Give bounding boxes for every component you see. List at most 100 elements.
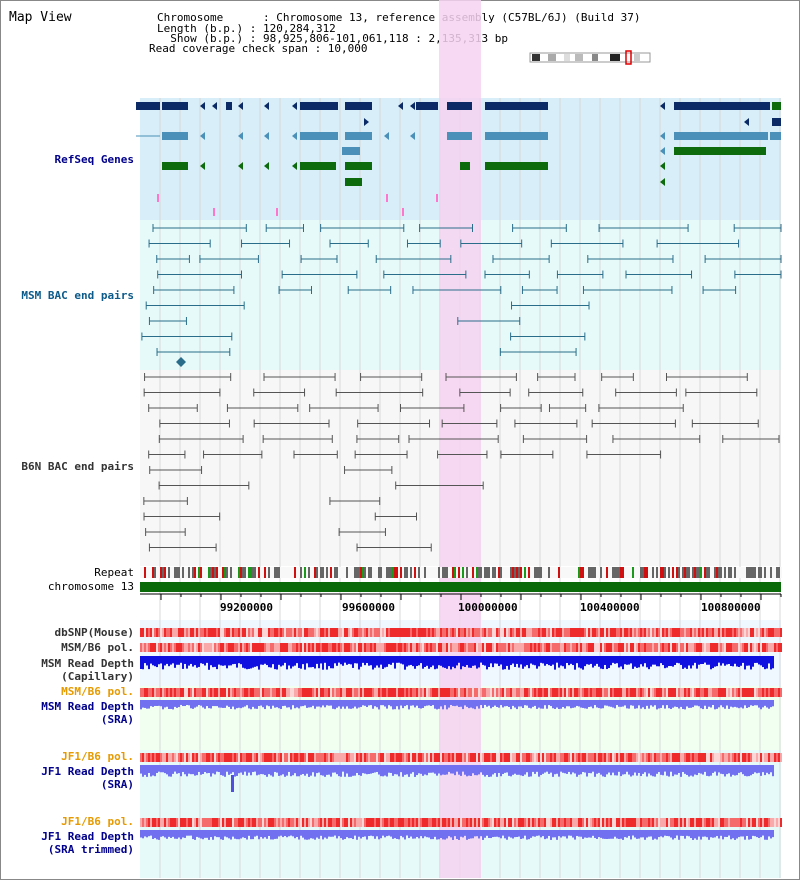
polymorphism-mark — [234, 643, 236, 652]
polymorphism-mark — [398, 643, 400, 652]
polymorphism-mark — [464, 643, 466, 652]
read-depth-bar — [382, 830, 384, 836]
track-label-b6n-bac[interactable]: B6N BAC end pairs — [21, 460, 134, 473]
polymorphism-mark — [194, 818, 196, 827]
read-depth-bar — [770, 700, 772, 708]
polymorphism-mark — [606, 818, 608, 827]
polymorphism-mark — [346, 818, 348, 827]
read-depth-bar — [636, 656, 638, 668]
repeat-mark — [352, 567, 354, 578]
polymorphism-mark — [338, 643, 340, 652]
read-depth-bar — [302, 765, 304, 774]
polymorphism-mark — [206, 753, 208, 762]
read-depth-bar — [628, 700, 630, 709]
gene-arrow — [200, 132, 205, 140]
polymorphism-mark — [556, 753, 558, 762]
read-depth-bar — [294, 656, 296, 666]
read-depth-bar — [226, 830, 228, 838]
repeat-mark — [416, 567, 418, 578]
read-depth-bar — [614, 700, 616, 709]
gene-block — [485, 102, 548, 110]
gene-block — [674, 102, 770, 110]
repeat-mark — [532, 567, 534, 578]
polymorphism-mark — [446, 688, 448, 697]
read-depth-bar — [584, 656, 586, 667]
read-depth-bar — [736, 765, 738, 776]
read-depth-bar — [352, 830, 354, 840]
read-depth-bar — [160, 765, 162, 773]
repeat-mark — [604, 567, 606, 578]
read-depth-bar — [712, 765, 714, 773]
read-depth-bar — [276, 765, 278, 773]
repeat-mark — [160, 567, 162, 578]
repeat-mark — [206, 567, 208, 578]
read-depth-bar — [478, 830, 480, 839]
polymorphism-mark — [446, 628, 448, 637]
polymorphism-mark — [180, 643, 182, 652]
read-depth-bar — [528, 765, 530, 777]
track-label-refseq[interactable]: RefSeq Genes — [54, 153, 134, 166]
polymorphism-mark — [476, 753, 478, 762]
polymorphism-mark — [726, 818, 728, 827]
polymorphism-mark — [616, 688, 618, 697]
read-depth-bar — [226, 765, 228, 772]
track-label-msm-bac[interactable]: MSM BAC end pairs — [21, 289, 134, 302]
polymorphism-mark — [508, 688, 510, 697]
polymorphism-mark — [256, 688, 258, 697]
gene-arrow — [200, 162, 205, 170]
read-depth-bar — [722, 700, 724, 708]
polymorphism-mark — [548, 628, 550, 637]
polymorphism-mark — [664, 628, 666, 637]
polymorphism-mark — [710, 628, 712, 637]
read-depth-bar — [170, 765, 172, 777]
repeat-mark — [216, 567, 218, 578]
read-depth-bar — [466, 830, 468, 840]
read-depth-bar — [514, 765, 516, 774]
polymorphism-mark — [322, 753, 324, 762]
polymorphism-mark — [256, 818, 258, 827]
polymorphism-mark — [570, 628, 572, 637]
polymorphism-mark — [598, 628, 600, 637]
polymorphism-mark — [302, 818, 304, 827]
repeat-mark — [170, 567, 172, 578]
read-depth-bar — [680, 765, 682, 777]
polymorphism-mark — [698, 753, 700, 762]
repeat-mark — [548, 567, 550, 578]
polymorphism-mark — [188, 753, 190, 762]
repeat-mark — [380, 567, 382, 578]
read-depth-bar — [588, 830, 590, 838]
polymorphism-mark — [626, 688, 628, 697]
repeat-mark — [662, 567, 664, 578]
read-depth-bar — [626, 700, 628, 709]
read-depth-bar — [470, 700, 472, 708]
polymorphism-mark — [664, 753, 666, 762]
read-depth-bar — [570, 700, 572, 709]
polymorphism-mark — [354, 753, 356, 762]
polymorphism-mark — [332, 628, 334, 637]
polymorphism-mark — [766, 753, 768, 762]
track-label-jf1-depth-trimmed-sub: (SRA trimmed) — [47, 843, 134, 856]
polymorphism-mark — [528, 643, 530, 652]
polymorphism-mark — [294, 818, 296, 827]
polymorphism-mark — [298, 688, 300, 697]
polymorphism-mark — [366, 643, 368, 652]
polymorphism-mark — [478, 628, 480, 637]
repeat-mark — [606, 567, 608, 578]
polymorphism-mark — [776, 688, 778, 697]
polymorphism-mark — [142, 688, 144, 697]
polymorphism-mark — [634, 628, 636, 637]
read-depth-bar — [420, 700, 422, 709]
polymorphism-mark — [244, 628, 246, 637]
polymorphism-mark — [708, 818, 710, 827]
read-depth-bar — [206, 830, 208, 838]
read-depth-bar — [420, 830, 422, 837]
polymorphism-mark — [260, 753, 262, 762]
polymorphism-mark — [650, 628, 652, 637]
read-depth-bar — [296, 830, 298, 838]
polymorphism-mark — [172, 628, 174, 637]
read-depth-bar — [692, 765, 694, 777]
polymorphism-mark — [458, 688, 460, 697]
read-depth-bar — [756, 830, 758, 838]
polymorphism-mark — [464, 628, 466, 637]
